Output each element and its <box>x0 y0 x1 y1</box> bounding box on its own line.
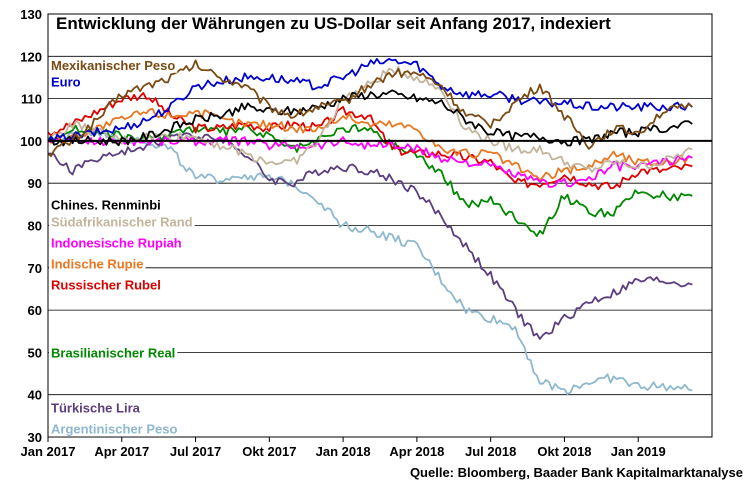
x-tick-label: Jan 2017 <box>21 444 76 459</box>
x-tick-label: Apr 2017 <box>94 444 149 459</box>
legend-label-bg <box>49 74 83 90</box>
legend-entry: Brasilianischer Real <box>51 345 175 360</box>
source-note: Quelle: Bloomberg, Baader Bank Kapitalma… <box>410 465 743 480</box>
y-tick-label: 50 <box>28 345 42 360</box>
y-tick-label: 120 <box>20 49 42 64</box>
y-tick-label: 130 <box>20 7 42 22</box>
legend-entry: Indonesische Rupiah <box>51 235 182 250</box>
legend-entry: Russischer Rubel <box>51 278 161 293</box>
legend-label-bg <box>49 214 195 230</box>
x-tick-label: Okt 2018 <box>537 444 591 459</box>
y-tick-label: 40 <box>28 388 42 403</box>
legend-entry: Türkische Lira <box>51 400 141 415</box>
legend-entry: Argentinischer Peso <box>51 422 177 437</box>
y-tick-label: 90 <box>28 176 42 191</box>
x-tick-label: Apr 2018 <box>389 444 444 459</box>
y-tick-label: 100 <box>20 134 42 149</box>
y-tick-label: 80 <box>28 219 42 234</box>
y-axis: 30 40 50 60 70 80 90 100 110 120 130 <box>20 7 42 445</box>
legend: Mexikanischer Peso Euro Chines. Renminbi Sü… <box>49 57 195 437</box>
y-tick-label: 60 <box>28 303 42 318</box>
y-tick-label: 110 <box>21 92 42 107</box>
x-tick-label: Jul 2017 <box>170 444 221 459</box>
legend-label-bg <box>49 197 163 213</box>
legend-label-bg <box>49 345 178 361</box>
chart-title: Entwicklung der Währungen zu US-Dollar s… <box>56 14 611 33</box>
legend-entry: Indische Rupie <box>51 257 143 272</box>
legend-entry: Chines. Renminbi <box>51 197 161 212</box>
series-line-indische-rupie <box>47 107 693 182</box>
series-line-argentinischer-peso <box>47 128 693 396</box>
series-line-mexikanischer-peso <box>47 59 693 158</box>
legend-label-bg <box>49 256 146 272</box>
legend-label-bg <box>49 57 178 73</box>
legend-label-bg <box>49 277 163 293</box>
legend-label-bg <box>49 400 143 416</box>
legend-entry: Mexikanischer Peso <box>51 58 175 73</box>
series-line-euro <box>47 58 693 143</box>
series-line-russischer-rubel <box>47 92 693 191</box>
x-tick-label: Jan 2019 <box>611 444 666 459</box>
x-tick-label: Okt 2017 <box>242 444 296 459</box>
x-tick-label: Jul 2018 <box>465 444 516 459</box>
x-tick-label: Jan 2018 <box>316 444 371 459</box>
y-tick-label: 30 <box>28 430 42 445</box>
legend-label-bg <box>49 421 180 437</box>
x-axis: Jan 2017 Apr 2017 Jul 2017 Okt 2017 Jan 2018… <box>21 437 666 459</box>
plot-frame <box>47 13 713 438</box>
legend-label-bg <box>49 235 184 251</box>
legend-entry: Südafrikanischer Rand <box>51 214 193 229</box>
legend-entry: Euro <box>51 75 81 90</box>
y-tick-label: 70 <box>28 261 42 276</box>
